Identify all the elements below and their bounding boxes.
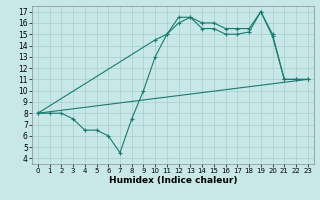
- X-axis label: Humidex (Indice chaleur): Humidex (Indice chaleur): [108, 176, 237, 185]
